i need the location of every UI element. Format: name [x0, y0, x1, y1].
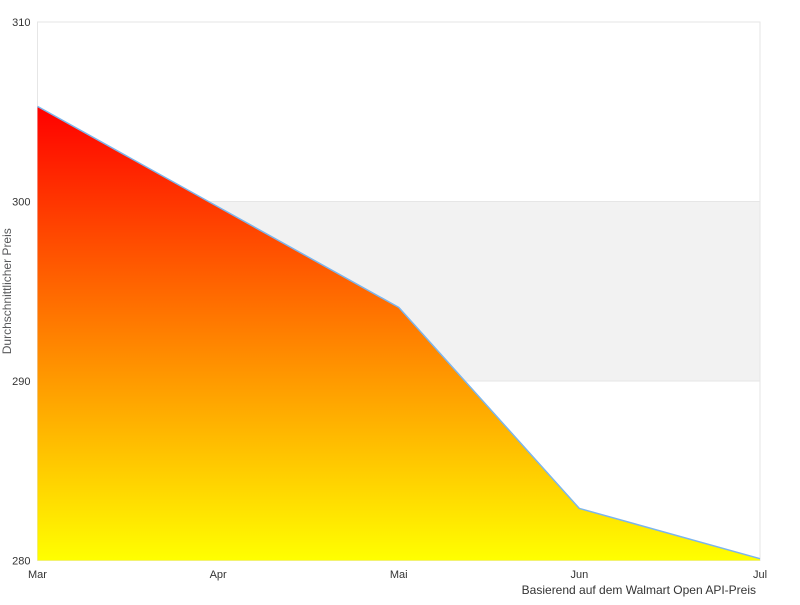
y-tick-label: 310 [12, 17, 30, 29]
price-line [37, 105, 761, 560]
axis-label-layer: 280 290 300 310 Mar Apr Mai Jun Jul [12, 17, 767, 581]
y-tick-label: 280 [12, 556, 30, 568]
x-tick-label: Mai [390, 569, 408, 581]
chart-caption: Basierend auf dem Walmart Open API-Preis [522, 583, 756, 597]
x-tick-label: Apr [210, 569, 227, 581]
area-fill [37, 106, 760, 561]
y-tick-label: 300 [12, 197, 30, 209]
series-layer [37, 105, 761, 561]
x-tick-label: Mar [28, 569, 47, 581]
x-tick-label: Jul [753, 569, 767, 581]
y-axis-title: Durchschnittlicher Preis [0, 228, 14, 354]
x-tick-label: Jun [571, 569, 589, 581]
y-tick-label: 290 [12, 376, 30, 388]
